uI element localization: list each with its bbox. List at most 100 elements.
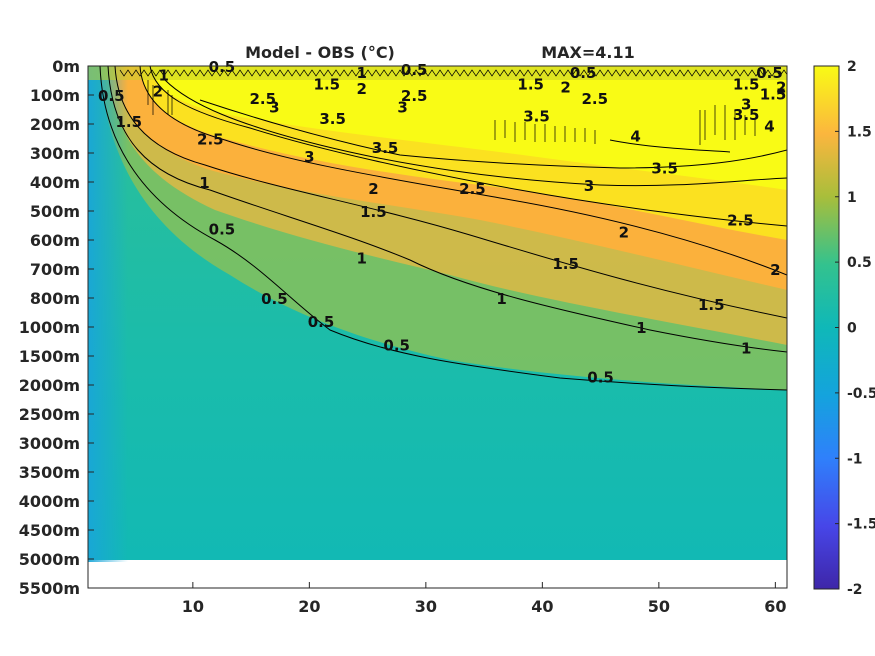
contour-lines	[99, 66, 787, 391]
y-tick-label: 5500m	[19, 579, 80, 598]
contour-label: 3.5	[319, 110, 346, 128]
contour-label: 2.5	[727, 212, 754, 230]
contour-label: 2	[619, 223, 629, 241]
contour-2	[139, 66, 787, 276]
contour-2p5	[149, 66, 787, 227]
y-tick-label: 800m	[30, 289, 80, 308]
contour-label: 2	[153, 83, 163, 101]
y-tick-label: 500m	[30, 202, 80, 221]
contour-label: 0.5	[756, 64, 783, 82]
contour-label: 0.5	[383, 336, 410, 354]
contour-label: 2	[770, 261, 780, 279]
colorbar-tick-label: 0.5	[847, 255, 872, 271]
contour-label: 0.5	[209, 58, 236, 76]
x-tick-label: 30	[415, 597, 437, 616]
contour-3	[164, 79, 787, 187]
colorbar-tick-label: 2	[847, 59, 857, 75]
contour-label: 3	[304, 148, 314, 166]
contour-label: 3.5	[651, 160, 678, 178]
contour-label: 3	[584, 177, 594, 195]
contour-label: 2	[368, 180, 378, 198]
y-tick-label: 3500m	[19, 463, 80, 482]
contour-label: 2	[357, 80, 367, 98]
y-tick-label: 4500m	[19, 521, 80, 540]
y-tick-label: 700m	[30, 260, 80, 279]
colorbar-tick-label: 1.5	[847, 124, 872, 140]
colorbar-tick-label: -1	[847, 451, 863, 467]
title-prefix: Model - OBS (°C)	[245, 43, 395, 62]
contour-label: 3.5	[523, 107, 550, 125]
colorbar: 2 1.5 1 0.5 0 -0.5 -1 -1.5 -2	[813, 59, 875, 598]
y-tick-label: 100m	[30, 86, 80, 105]
colorbar-tick-label: -2	[847, 582, 863, 598]
contour-label: 3	[741, 96, 751, 114]
colorbar-ticks: 2 1.5 1 0.5 0 -0.5 -1 -1.5 -2	[835, 59, 875, 598]
y-tick-label: 2000m	[19, 376, 80, 395]
chart-title: Model - OBS (°C)	[245, 43, 395, 62]
x-tick-label: 40	[531, 597, 553, 616]
contour-label: 0.5	[209, 220, 236, 238]
contour-label: 1.5	[314, 75, 341, 93]
contour-label: 2.5	[459, 180, 486, 198]
contour-label: 3	[269, 99, 279, 117]
contour-label: 1	[357, 249, 367, 267]
x-tick-label: 20	[298, 597, 320, 616]
contour-label: 0.5	[587, 368, 614, 386]
x-tick-label: 10	[182, 597, 204, 616]
contour-label: 4	[630, 128, 640, 146]
contour-label: 4	[764, 117, 774, 135]
y-tick-label: 600m	[30, 231, 80, 250]
contour-label: 1.5	[698, 296, 725, 314]
contour-label: 0.5	[570, 64, 597, 82]
x-tick-label: 50	[648, 597, 670, 616]
contour-label: 1	[741, 339, 751, 357]
y-tick-label: 300m	[30, 144, 80, 163]
contour-label: 1.5	[760, 86, 787, 104]
y-tick-label: 4000m	[19, 492, 80, 511]
contour-0p5	[99, 66, 787, 391]
contour-label: 2.5	[401, 87, 428, 105]
contour-label: 1	[159, 67, 169, 85]
contour-label: 2.5	[197, 131, 224, 149]
contour-label: 0.5	[401, 61, 428, 79]
colorbar-tick-label: -1.5	[847, 517, 875, 533]
contour-label: 0.5	[261, 290, 288, 308]
contour-label: 1.5	[733, 75, 760, 93]
y-tick-label: 5000m	[19, 550, 80, 569]
contour-1p5	[114, 66, 787, 319]
contour-label: 1	[636, 319, 646, 337]
contour-label: 1	[199, 174, 209, 192]
contour-label: 0.5	[98, 87, 125, 105]
contour-label: 1.5	[360, 203, 387, 221]
y-tick-label: 3000m	[19, 434, 80, 453]
y-tick-label: 1000m	[19, 318, 80, 337]
x-axis: 10 20 30 40 50 60	[182, 582, 786, 616]
contour-label: 3.5	[372, 139, 399, 157]
contour-label: 1.5	[115, 113, 142, 131]
x-tick-label: 60	[764, 597, 786, 616]
contour-label: 2.5	[581, 90, 608, 108]
contour-3p5	[199, 99, 787, 169]
contour-4	[609, 139, 731, 153]
colorbar-tick-label: -0.5	[847, 386, 875, 402]
y-tick-label: 400m	[30, 173, 80, 192]
band-2p5	[150, 66, 787, 190]
colorbar-tick-label: 0	[847, 321, 857, 337]
colorbar-tick-label: 1	[847, 190, 857, 206]
y-tick-label: 2500m	[19, 405, 80, 424]
max-annotation: MAX=4.11	[541, 43, 635, 62]
contour-label: 1.5	[552, 255, 579, 273]
y-tick-label: 1500m	[19, 347, 80, 366]
contour-label: 1	[496, 290, 506, 308]
surface-wiggle	[119, 69, 787, 77]
contour-label: 2	[776, 78, 786, 96]
contour-label: 0.5	[308, 313, 335, 331]
contour-label: 2.5	[249, 90, 276, 108]
contour-label: 3	[397, 99, 407, 117]
contour-label: 3.5	[733, 106, 760, 124]
vertical-wiggles	[147, 80, 756, 145]
contour-1	[107, 66, 787, 353]
plot-area	[88, 66, 787, 562]
